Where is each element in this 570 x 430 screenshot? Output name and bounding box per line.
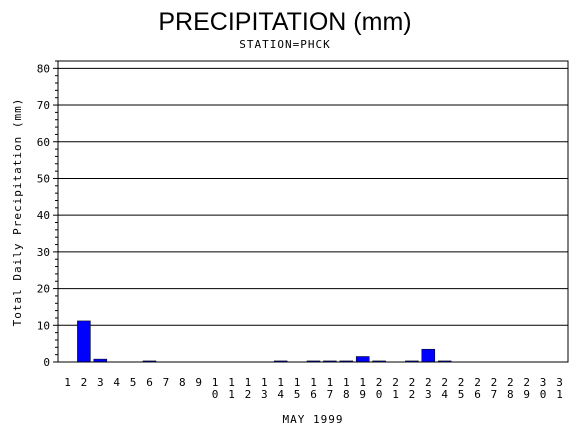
- grid-lines: [58, 67, 568, 326]
- x-tick-label: 8: [179, 376, 186, 389]
- x-tick-label: 3: [97, 376, 104, 389]
- y-tick-label: 20: [37, 283, 50, 296]
- y-tick-label: 50: [37, 172, 50, 185]
- y-tick-label: 30: [37, 246, 50, 259]
- y-tick-label: 60: [37, 136, 50, 149]
- x-tick-label: 6: [146, 376, 153, 389]
- y-tick-label: 0: [43, 356, 50, 369]
- x-tick-label: 1: [64, 376, 71, 389]
- x-tick-label: 9: [195, 376, 202, 389]
- bar: [77, 320, 91, 363]
- x-axis-label: MAY 1999: [283, 413, 344, 426]
- x-tick-label: 2: [81, 376, 88, 389]
- y-axis-ticks: 0 10 20 30 40 50 60 70 80: [37, 60, 58, 369]
- y-tick-label: 80: [37, 62, 50, 75]
- y-tick-label: 70: [37, 99, 50, 112]
- y-axis-label: Total Daily Precipitation (mm): [11, 98, 24, 327]
- bars: [77, 320, 452, 363]
- plot-frame: [57, 60, 569, 363]
- x-tick-label: 5: [130, 376, 137, 389]
- y-tick-label: 10: [37, 319, 50, 332]
- y-tick-label: 40: [37, 209, 50, 222]
- x-tick-label: 4: [113, 376, 120, 389]
- x-tick-label: 7: [163, 376, 170, 389]
- chart-subtitle: STATION=PHCK: [239, 38, 330, 51]
- bar: [355, 356, 370, 363]
- x-axis-ticks: 1 2 3 4 5 6 7 8 9 1 01 11 21 31 41 51 61 71 81 92 02 12 22 32 42…: [64, 376, 563, 401]
- chart-title: PRECIPITATION (mm): [158, 8, 411, 36]
- bar: [421, 348, 436, 363]
